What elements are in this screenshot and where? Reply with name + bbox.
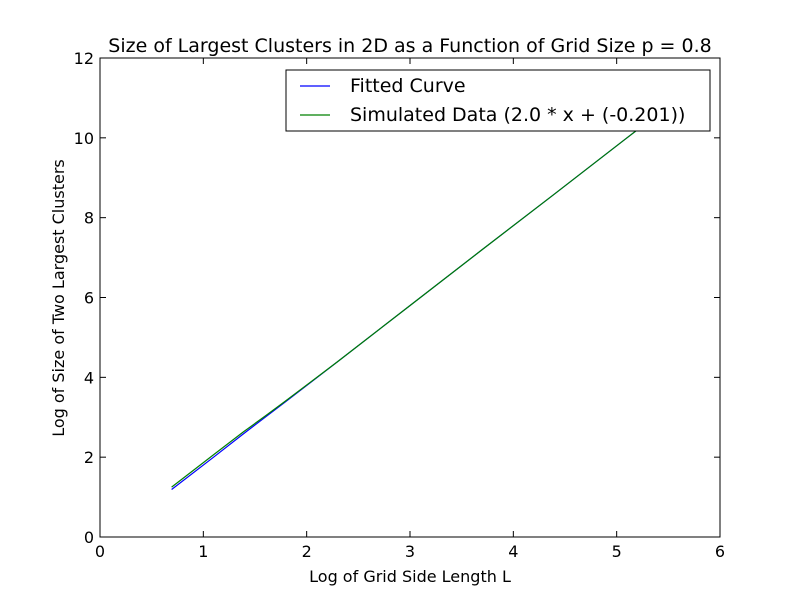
y-tick-label: 6: [84, 289, 94, 308]
y-tick-label: 2: [84, 448, 94, 467]
series-line-simulated-data: [171, 83, 697, 488]
x-tick-label: 5: [612, 542, 622, 561]
series-layer: [171, 83, 697, 490]
legend-label-fitted-curve: Fitted Curve: [350, 75, 466, 97]
legend-box: [285, 69, 711, 132]
x-tick-label: 0: [95, 542, 105, 561]
x-tick-label: 2: [302, 542, 312, 561]
x-axis-label: Log of Grid Side Length L: [309, 567, 511, 586]
legend: Fitted Curve Simulated Data (2.0 * x + (…: [285, 69, 711, 132]
x-tick-label: 6: [715, 542, 725, 561]
y-tick-label: 12: [74, 49, 94, 68]
y-tick-label: 8: [84, 209, 94, 228]
y-tick-label: 4: [84, 368, 94, 387]
y-tick-label: 0: [84, 528, 94, 547]
legend-label-simulated-data: Simulated Data (2.0 * x + (-0.201)): [350, 104, 685, 126]
x-tick-label: 3: [405, 542, 415, 561]
x-tick-label: 1: [198, 542, 208, 561]
x-tick-label: 4: [508, 542, 518, 561]
y-tick-label: 10: [74, 129, 94, 148]
y-axis-label: Log of Size of Two Largest Clusters: [49, 159, 68, 437]
chart-title: Size of Largest Clusters in 2D as a Func…: [108, 35, 711, 57]
